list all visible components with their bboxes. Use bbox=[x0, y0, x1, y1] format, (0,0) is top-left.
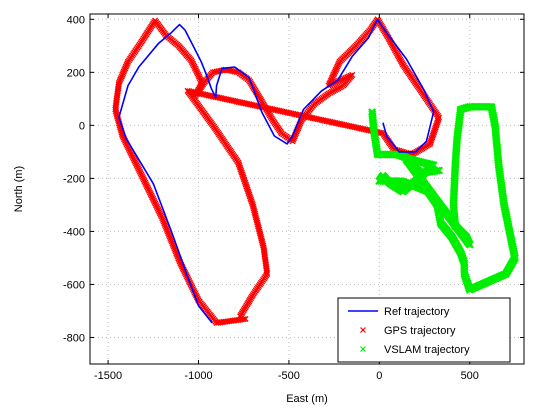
gps-point bbox=[236, 162, 243, 169]
gps-point bbox=[240, 176, 248, 183]
gps-point bbox=[238, 167, 245, 175]
gps-point bbox=[240, 174, 247, 181]
gps-point bbox=[245, 189, 252, 197]
x-tick-label: 500 bbox=[461, 370, 479, 382]
gps-point bbox=[244, 186, 251, 193]
y-tick-label: 400 bbox=[67, 14, 85, 26]
x-tick-label: -1500 bbox=[94, 370, 122, 382]
gps-point bbox=[239, 171, 246, 178]
gps-point bbox=[236, 164, 244, 171]
y-tick-label: 0 bbox=[79, 120, 85, 132]
gps-point bbox=[245, 188, 252, 195]
legend-swatch bbox=[360, 346, 366, 352]
y-tick-label: -800 bbox=[63, 332, 85, 344]
series-0 bbox=[118, 18, 435, 324]
legend-entry: VSLAM trajectory bbox=[384, 344, 470, 356]
gps-point bbox=[165, 230, 172, 237]
legend-box bbox=[337, 297, 511, 363]
gps-point bbox=[249, 200, 256, 207]
plot-frame bbox=[89, 13, 525, 365]
gps-point bbox=[167, 236, 175, 243]
gps-point bbox=[168, 238, 175, 245]
gps-point bbox=[235, 161, 242, 168]
series-layer bbox=[112, 16, 519, 326]
gps-point bbox=[235, 159, 242, 166]
y-tick-label: -600 bbox=[63, 279, 85, 291]
ticks-layer: -1500 -1000 -500 0 500 400 200 0 -200 -400 -600 -80… bbox=[63, 14, 524, 382]
gps-point bbox=[243, 183, 250, 190]
gps-point bbox=[161, 221, 169, 228]
series-2 bbox=[368, 102, 519, 294]
legend: Ref trajectory GPS trajectory VSLAM trajec… bbox=[337, 297, 511, 363]
gps-point bbox=[169, 240, 176, 247]
gps-point bbox=[247, 196, 255, 203]
legend-entry: GPS trajectory bbox=[384, 325, 456, 337]
grid bbox=[90, 14, 524, 364]
gps-point bbox=[242, 181, 249, 188]
gps-point bbox=[242, 179, 249, 186]
gps-point bbox=[238, 169, 245, 176]
x-tick-label: 0 bbox=[376, 370, 382, 382]
vslam-point bbox=[435, 166, 443, 175]
series-1 bbox=[112, 16, 443, 326]
gps-point bbox=[167, 235, 174, 242]
gps-point bbox=[166, 233, 173, 240]
gps-point bbox=[241, 178, 248, 185]
gps-point bbox=[246, 191, 253, 198]
gps-point bbox=[248, 198, 255, 205]
gps-point bbox=[161, 220, 168, 227]
legend-entry: Ref trajectory bbox=[384, 306, 450, 318]
gps-point bbox=[236, 313, 244, 320]
y-tick-label: 200 bbox=[67, 67, 85, 79]
gps-point bbox=[246, 193, 253, 200]
gps-point bbox=[159, 216, 167, 223]
gps-point bbox=[237, 166, 244, 173]
gps-point bbox=[163, 225, 170, 232]
legend-swatch bbox=[360, 327, 366, 333]
gps-point bbox=[163, 226, 171, 233]
gps-point bbox=[247, 195, 254, 202]
y-tick-label: -400 bbox=[63, 226, 85, 238]
ref-trajectory-line bbox=[118, 18, 435, 324]
gps-point bbox=[162, 223, 169, 230]
y-tick-label: -200 bbox=[63, 173, 85, 185]
x-tick-label: -500 bbox=[278, 370, 300, 382]
x-tick-label: -1000 bbox=[184, 370, 212, 382]
gps-point bbox=[160, 218, 167, 225]
y-axis-label: North (m) bbox=[13, 166, 25, 212]
gps-point bbox=[243, 184, 251, 192]
gps-point bbox=[164, 228, 171, 235]
gps-point bbox=[239, 172, 247, 180]
x-axis-label: East (m) bbox=[286, 393, 328, 405]
gps-point bbox=[165, 231, 173, 238]
